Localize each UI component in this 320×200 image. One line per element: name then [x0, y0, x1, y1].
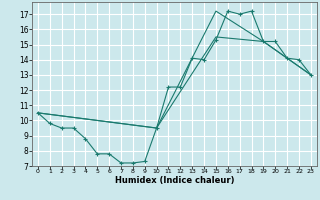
X-axis label: Humidex (Indice chaleur): Humidex (Indice chaleur) — [115, 176, 234, 185]
